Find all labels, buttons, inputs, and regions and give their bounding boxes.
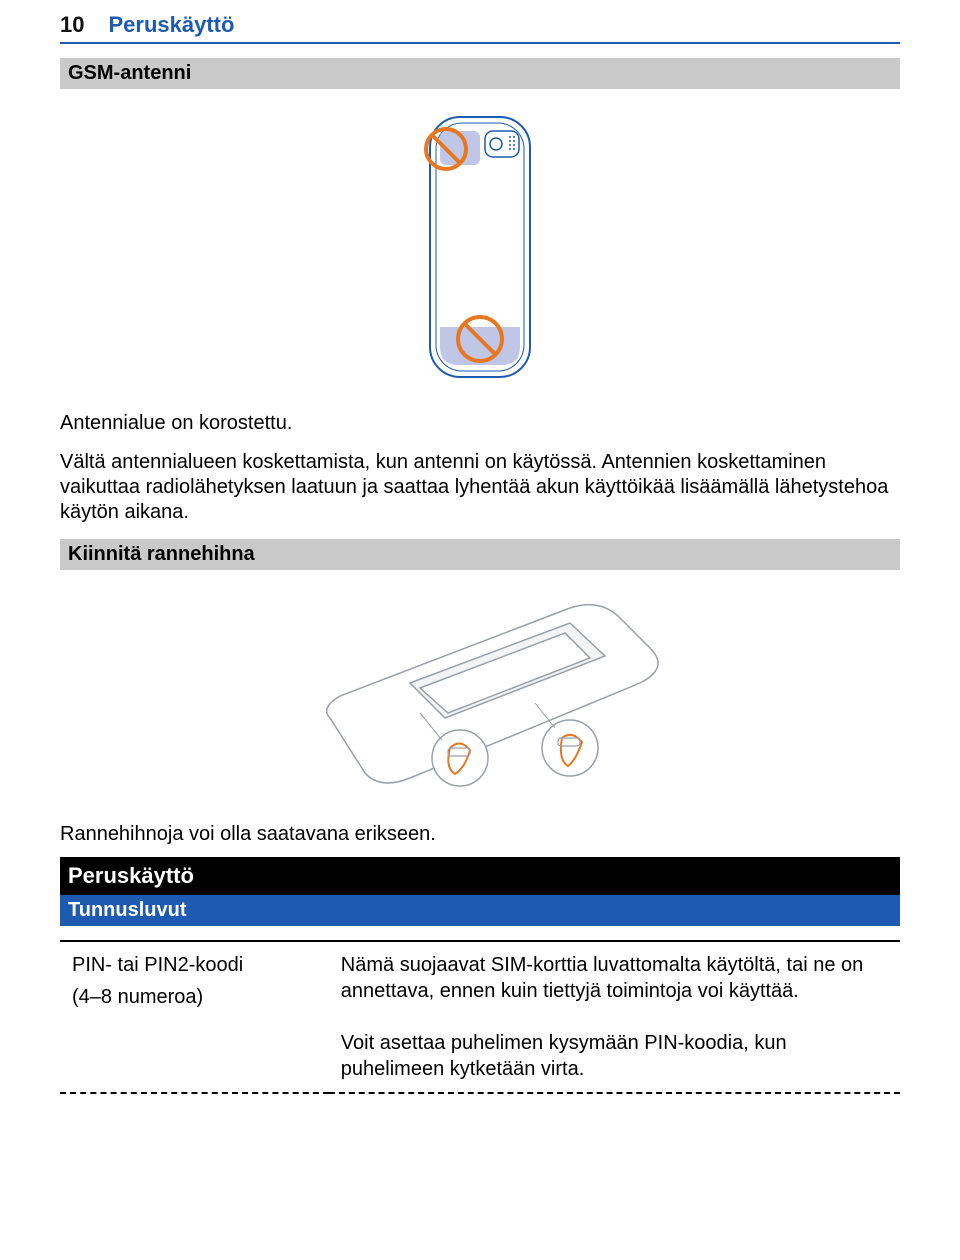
page-number: 10 bbox=[60, 12, 84, 38]
code-desc-2: Voit asettaa puhelimen kysymään PIN-kood… bbox=[341, 1030, 888, 1082]
codes-table: PIN- tai PIN2-koodi (4–8 numeroa) Nämä s… bbox=[60, 940, 900, 1094]
heading-tunnusluvut: Tunnusluvut bbox=[60, 895, 900, 926]
strap-para: Rannehihnoja voi olla saatavana erikseen… bbox=[60, 822, 900, 847]
figure-wrist-strap bbox=[0, 588, 960, 808]
code-name: PIN- tai PIN2-koodi bbox=[72, 952, 317, 978]
gsm-para-2: Vältä antennialueen koskettamista, kun a… bbox=[60, 450, 900, 525]
heading-gsm-antenni: GSM-antenni bbox=[60, 58, 900, 89]
heading-peruskaytto: Peruskäyttö bbox=[60, 857, 900, 895]
code-desc-1: Nämä suojaavat SIM-korttia luvattomalta … bbox=[341, 952, 888, 1004]
gsm-para-1: Antennialue on korostettu. bbox=[60, 411, 900, 436]
code-digits: (4–8 numeroa) bbox=[72, 984, 317, 1010]
heading-kiinnita-rannehihna: Kiinnitä rannehihna bbox=[60, 539, 900, 570]
page-title: Peruskäyttö bbox=[108, 12, 234, 38]
figure-phone-antenna bbox=[0, 107, 960, 397]
